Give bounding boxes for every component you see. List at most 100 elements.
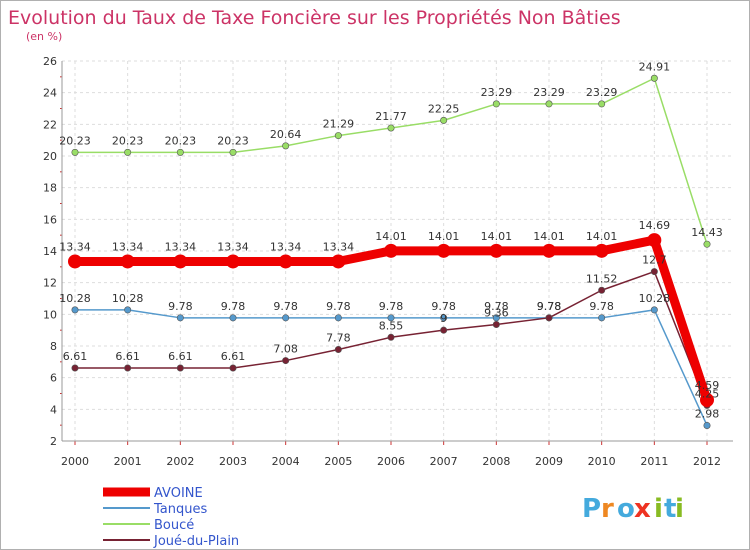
legend-label: Boucé xyxy=(154,518,194,533)
series-point xyxy=(594,243,609,258)
series-point xyxy=(229,364,237,372)
data-label: 23.29 xyxy=(533,86,565,99)
series-point xyxy=(71,364,79,372)
data-label: 9.78 xyxy=(484,300,509,313)
series-point xyxy=(650,268,658,276)
series-point xyxy=(542,243,556,258)
x-tick-label: 2009 xyxy=(535,455,563,468)
data-label: 11.52 xyxy=(586,272,618,285)
y-tick-label: 24 xyxy=(43,87,57,100)
data-label: 6.61 xyxy=(63,350,88,363)
series-point xyxy=(124,364,132,372)
data-label: 20.64 xyxy=(270,128,302,141)
series-point xyxy=(384,243,398,258)
data-label: 21.77 xyxy=(375,110,407,123)
data-label: 8.55 xyxy=(379,319,404,332)
data-label: 10.28 xyxy=(112,292,144,305)
data-label: 10.28 xyxy=(59,292,91,305)
y-tick-label: 20 xyxy=(43,150,57,163)
x-tick-label: 2002 xyxy=(166,455,194,468)
data-labels: 20.23 20.23 20.23 20.23 20.64 21.29 21.77 22.25… xyxy=(59,60,723,420)
series-point xyxy=(545,314,553,322)
series-point xyxy=(176,364,184,372)
series-point xyxy=(598,314,606,322)
series-point xyxy=(71,306,79,314)
data-label: 7.78 xyxy=(326,331,351,344)
series-point xyxy=(650,74,658,82)
y-tick-label: 8 xyxy=(50,340,57,353)
data-label: 7.08 xyxy=(273,343,298,356)
series-point xyxy=(282,357,290,365)
series-point xyxy=(650,306,658,314)
data-label: 14.01 xyxy=(428,230,460,243)
data-label: 14.01 xyxy=(533,230,565,243)
data-label: 13.34 xyxy=(323,240,355,253)
data-label: 13.34 xyxy=(112,240,144,253)
data-label: 6.61 xyxy=(168,350,193,363)
series-point xyxy=(334,314,342,322)
y-tick-label: 6 xyxy=(50,372,57,385)
data-label: 23.29 xyxy=(481,86,513,99)
series-point xyxy=(278,254,293,269)
series-point xyxy=(703,421,711,429)
y-tick-label: 14 xyxy=(43,245,57,258)
series-point xyxy=(176,314,184,322)
series-point xyxy=(331,254,346,269)
data-label: 22.25 xyxy=(428,102,460,115)
series-point xyxy=(176,148,184,156)
data-label: 6.61 xyxy=(115,350,140,363)
data-label: 4.25 xyxy=(695,387,720,400)
data-label: 10.28 xyxy=(639,292,671,305)
data-label: 14.01 xyxy=(375,230,407,243)
series-point xyxy=(334,132,342,140)
series-point xyxy=(440,314,448,322)
x-tick-label: 2001 xyxy=(114,455,142,468)
brand-letter: P xyxy=(582,494,601,524)
data-label: 23.29 xyxy=(586,86,618,99)
y-tick-label: 4 xyxy=(50,403,57,416)
legend-label: Joué-du-Plain xyxy=(153,534,239,549)
legend-label: Tanques xyxy=(153,502,207,517)
data-label: 9.78 xyxy=(537,300,562,313)
series-lines xyxy=(68,74,714,429)
y-tick-label: 12 xyxy=(43,277,57,290)
brand-letter: t xyxy=(664,494,676,524)
series-point xyxy=(229,148,237,156)
data-label: 12.7 xyxy=(642,254,667,267)
brand-letter: o xyxy=(617,494,635,524)
x-tick-label: 2004 xyxy=(272,455,300,468)
series-point xyxy=(124,148,132,156)
y-tick-label: 2 xyxy=(50,435,57,448)
series-point xyxy=(282,142,290,150)
data-label: 20.23 xyxy=(217,134,249,147)
series-point xyxy=(545,100,553,108)
series-point xyxy=(440,116,448,124)
data-label: 24.91 xyxy=(639,60,671,73)
data-label: 20.23 xyxy=(165,134,197,147)
x-tick-label: 2003 xyxy=(219,455,247,468)
data-label: 9.78 xyxy=(326,300,351,313)
series-point xyxy=(387,314,395,322)
y-tick-label: 16 xyxy=(43,213,57,226)
series-point xyxy=(229,314,237,322)
x-tick-label: 2010 xyxy=(588,455,616,468)
data-label: 9.36 xyxy=(484,306,509,319)
x-tick-label: 2006 xyxy=(377,455,405,468)
x-tick-label: 2008 xyxy=(482,455,510,468)
series-point xyxy=(173,254,188,269)
data-label: 6.61 xyxy=(221,350,246,363)
data-label: 13.34 xyxy=(59,240,91,253)
data-label: 9.78 xyxy=(537,300,562,313)
x-tick-label: 2005 xyxy=(324,455,352,468)
series-point xyxy=(436,243,451,258)
data-label: 14.43 xyxy=(691,226,723,239)
data-label: 2.98 xyxy=(695,407,720,420)
series-point xyxy=(489,243,504,258)
data-label: 20.23 xyxy=(59,134,91,147)
series-point xyxy=(71,148,79,156)
data-label: 9.78 xyxy=(379,300,404,313)
